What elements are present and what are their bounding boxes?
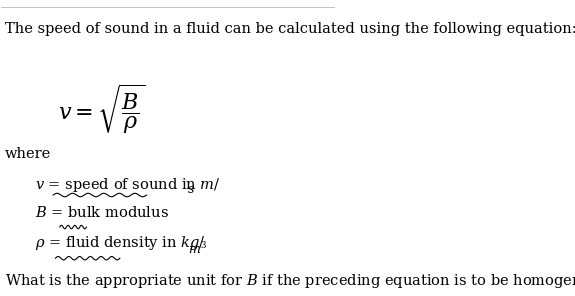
- Text: $\rho$ = fluid density in $\mathit{kg}/$: $\rho$ = fluid density in $\mathit{kg}/$: [34, 234, 205, 252]
- Text: $\mathit{m}^3$: $\mathit{m}^3$: [187, 241, 207, 257]
- Text: $v$ = speed of sound in $\mathit{m}/$: $v$ = speed of sound in $\mathit{m}/$: [34, 176, 220, 194]
- Text: where: where: [5, 147, 51, 161]
- Text: The speed of sound in a fluid can be calculated using the following equation:: The speed of sound in a fluid can be cal…: [5, 22, 575, 36]
- Text: $B$ = bulk modulus: $B$ = bulk modulus: [34, 205, 168, 220]
- Text: $\mathit{s}$: $\mathit{s}$: [186, 184, 194, 196]
- Text: $v = \sqrt{\dfrac{B}{\rho}}$: $v = \sqrt{\dfrac{B}{\rho}}$: [58, 83, 145, 136]
- Text: What is the appropriate unit for $B$ if the preceding equation is to be homogene: What is the appropriate unit for $B$ if …: [5, 272, 575, 290]
